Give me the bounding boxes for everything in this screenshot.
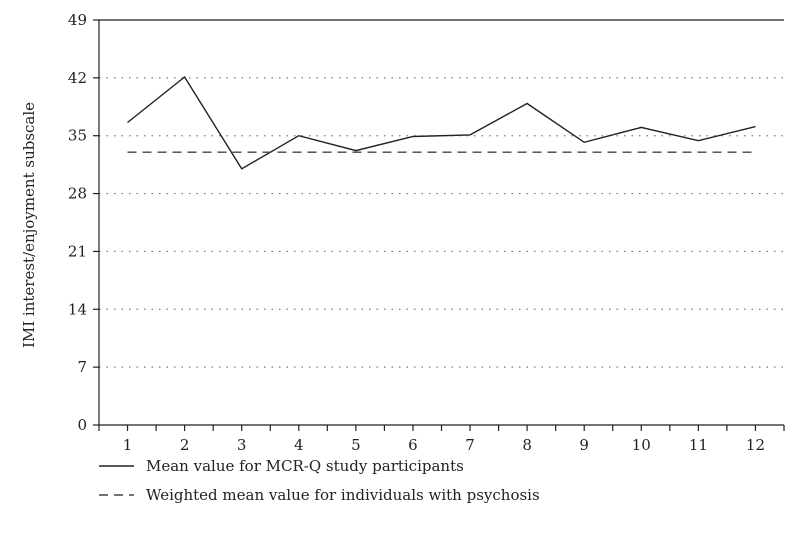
series-line-1 [127,75,756,170]
x-tick-label-9: 9 [579,436,589,454]
gridlines [99,77,784,368]
x-tick-label-7: 7 [465,436,475,454]
y-tick-label-14: 14 [68,300,87,318]
legend: Mean value for MCR-Q study participants W… [99,457,540,504]
y-tick-label-0: 0 [77,416,87,434]
axes [93,19,785,431]
series-lines [127,75,756,170]
y-axis-title: IMI interest/enjoyment subscale [20,102,38,348]
y-tick-label-42: 42 [68,69,87,87]
x-tick-label-8: 8 [522,436,532,454]
y-tick-label-21: 21 [68,242,87,260]
x-tick-label-6: 6 [408,436,418,454]
x-tick-label-2: 2 [180,436,190,454]
x-tick-label-1: 1 [123,436,133,454]
x-tick-label-10: 10 [632,436,651,454]
y-tick-label-49: 49 [68,11,87,29]
y-tick-label-28: 28 [68,185,87,203]
x-tick-label-3: 3 [237,436,247,454]
y-tick-label-35: 35 [68,127,87,145]
x-tick-label-11: 11 [689,436,708,454]
y-tick-label-7: 7 [77,358,87,376]
x-tick-label-12: 12 [746,436,765,454]
legend-label-1: Mean value for MCR-Q study participants [146,457,464,475]
x-tick-label-4: 4 [294,436,304,454]
x-tick-label-5: 5 [351,436,361,454]
legend-label-2: Weighted mean value for individuals with… [146,486,540,504]
